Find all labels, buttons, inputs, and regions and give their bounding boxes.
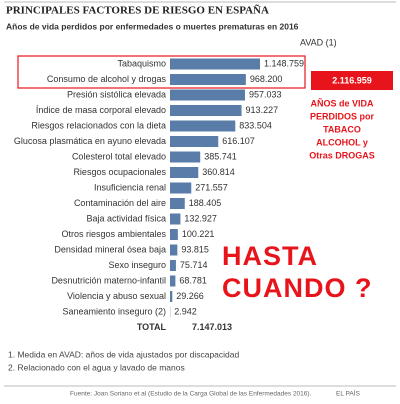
category-label: Sexo inseguro [108,260,166,270]
value-label: 360.814 [202,167,235,177]
value-label: 913.227 [246,105,279,115]
value-label: 968.200 [250,74,283,84]
category-label: Desnutrición materno-infantil [51,275,166,285]
bar [170,291,173,302]
value-label: 68.781 [179,275,207,285]
category-label: Contaminación del aire [74,198,166,208]
category-label: Baja actividad física [86,213,166,223]
publisher: EL PAÍS [336,389,361,398]
bar [170,167,199,178]
highlight-box [17,55,306,89]
value-label: 2.942 [174,306,197,316]
bar [170,58,260,70]
bar [170,213,181,225]
value-label: 271.557 [195,182,228,192]
annotation: HASTA [222,241,318,271]
bar [170,244,178,256]
category-label: Violencia y abuso sexual [67,291,166,301]
category-label: Insuficiencia renal [94,182,166,192]
bar [170,260,176,271]
footnote: 2. Relacionado con el agua y lavado de m… [8,362,185,372]
bar [170,105,242,116]
bar [170,229,178,240]
category-label: Otros riesgos ambientales [61,229,166,239]
value-label: 616.107 [222,136,255,146]
category-label: Densidad mineral ósea baja [54,244,166,254]
category-label: Colesterol total elevado [72,151,166,161]
chart-title: PRINCIPALES FACTORES DE RIESGO EN ESPAÑA [6,5,269,17]
chart-subtitle: Años de vida perdidos por enfermedades o… [6,21,299,31]
category-label: Riesgos ocupacionales [73,167,166,177]
bar [170,151,201,163]
value-label: 385.741 [204,151,237,161]
value-label: 93.815 [181,244,209,254]
value-label: 132.927 [184,213,217,223]
value-label: 1.148.759 [264,58,304,68]
highlight-note: PERDIDOS por [310,111,375,121]
total-label: TOTAL [137,322,167,332]
bar [170,275,176,287]
highlight-badge [311,71,393,90]
highlight-note: AÑOS de VIDA [310,98,374,108]
highlight-note: Otras DROGAS [309,150,375,160]
highlight-note: TABACO [323,124,361,134]
bar [170,89,245,101]
category-label: Saneamiento inseguro (2) [62,306,166,316]
bar [170,74,246,85]
highlight-note: ALCOHOL y [316,137,368,147]
value-label: 75.714 [180,260,208,270]
source: Fuente: Joan Soriano et al (Estudio de l… [70,391,312,398]
bar [170,198,185,209]
category-label: Consumo de alcohol y drogas [47,74,167,84]
total-value: 7.147.013 [192,322,232,332]
value-label: 100.221 [182,229,215,239]
bar [170,120,236,132]
value-header: AVAD (1) [300,37,337,47]
value-label: 957.033 [249,89,282,99]
category-label: Índice de masa corporal elevado [36,105,166,115]
category-label: Riesgos relacionados con la dieta [31,120,166,130]
footnote: 1. Medida en AVAD: años de vida ajustado… [8,349,239,359]
category-label: Presión sistólica elevada [67,89,166,99]
value-label: 188.405 [189,198,222,208]
annotation: CUANDO ? [222,273,373,303]
value-label: 833.504 [239,120,272,130]
value-label: 29.266 [176,291,204,301]
highlight-value: 2.116.959 [332,75,372,85]
bar [170,182,192,194]
category-label: Glucosa plasmática en ayuno elevada [14,136,166,146]
bar [170,136,219,147]
category-label: Tabaquismo [117,58,166,68]
